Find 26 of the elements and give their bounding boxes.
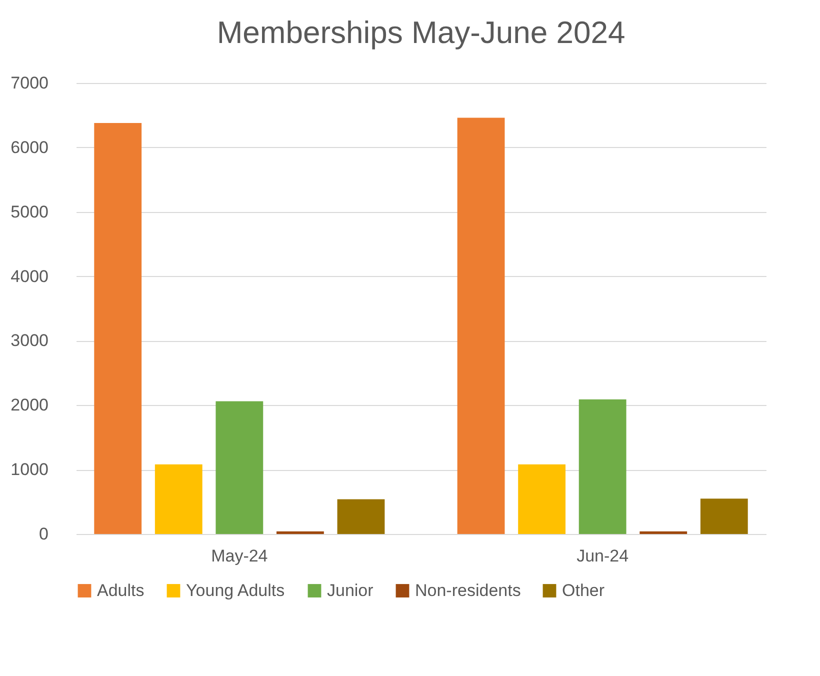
bar xyxy=(518,464,566,534)
legend-label: Young Adults xyxy=(186,580,285,600)
y-tick-label: 0 xyxy=(39,524,48,544)
y-tick-label: 7000 xyxy=(10,74,48,92)
legend-label: Non-residents xyxy=(415,580,521,600)
y-tick-label: 3000 xyxy=(10,331,48,350)
y-tick-label: 6000 xyxy=(10,138,48,157)
y-tick-label: 4000 xyxy=(10,266,48,286)
bar xyxy=(276,531,324,534)
bar xyxy=(700,498,748,534)
bar xyxy=(337,499,385,534)
bar xyxy=(578,399,626,534)
legend-label: Adults xyxy=(97,580,144,600)
x-tick-label: May-24 xyxy=(211,546,268,566)
y-tick-label: 2000 xyxy=(10,396,48,415)
chart-title: Memberships May-June 2024 xyxy=(216,15,626,50)
y-tick-label: 1000 xyxy=(10,460,48,480)
bar xyxy=(640,531,688,534)
legend-label: Other xyxy=(562,580,605,600)
bar xyxy=(216,401,264,534)
legend-label: Junior xyxy=(327,580,374,600)
bar xyxy=(94,122,142,534)
x-tick-label: Jun-24 xyxy=(576,546,629,566)
bar xyxy=(154,464,202,534)
bar xyxy=(457,118,505,534)
y-tick-label: 5000 xyxy=(10,202,48,222)
